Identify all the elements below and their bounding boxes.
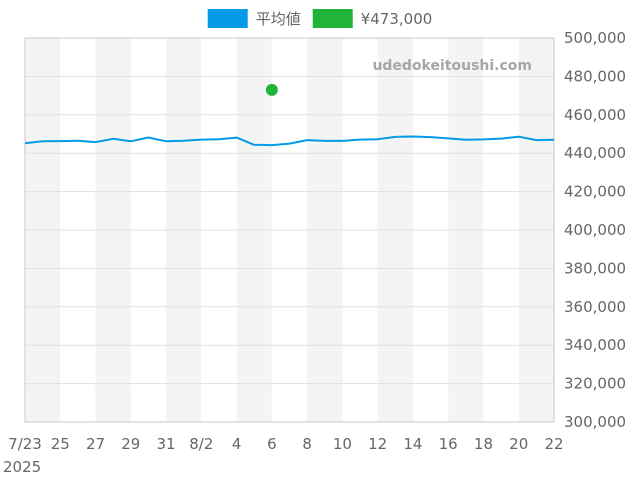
x-tick-label: 25 <box>51 435 70 453</box>
y-tick-label: 300,000 <box>564 413 626 431</box>
y-tick-label: 380,000 <box>564 259 626 277</box>
y-tick-label: 500,000 <box>564 29 626 47</box>
x-axis-year-label: 2025 <box>3 458 41 476</box>
legend: 平均値 ¥473,000 <box>207 9 433 28</box>
x-tick-label: 16 <box>439 435 458 453</box>
y-axis-tick-labels: 500,000 480,000 460,000 440,000 420,000 400,0… <box>564 29 626 431</box>
legend-label: 平均値 <box>256 10 301 28</box>
y-tick-label: 420,000 <box>564 183 626 201</box>
legend-swatch <box>207 9 248 28</box>
plot-frame <box>24 37 555 423</box>
x-tick-label: 14 <box>403 435 422 453</box>
x-tick-label: 7/23 <box>8 435 42 453</box>
watermark: udedokeitoushi.com <box>372 58 532 74</box>
x-tick-label: 27 <box>86 435 105 453</box>
x-tick-label: 6 <box>267 435 277 453</box>
y-tick-label: 480,000 <box>564 67 626 85</box>
y-tick-label: 320,000 <box>564 375 626 393</box>
x-tick-label: 12 <box>368 435 387 453</box>
x-tick-label: 4 <box>232 435 242 453</box>
y-tick-label: 460,000 <box>564 106 626 124</box>
legend-swatch <box>312 9 353 28</box>
x-tick-label: 31 <box>157 435 176 453</box>
listing-price-point <box>265 83 278 96</box>
y-tick-label: 360,000 <box>564 298 626 316</box>
x-tick-label: 29 <box>121 435 140 453</box>
y-tick-label: 440,000 <box>564 144 626 162</box>
x-tick-label: 8/2 <box>189 435 213 453</box>
x-tick-label: 22 <box>544 435 563 453</box>
average-price-line <box>24 135 555 147</box>
x-axis-tick-labels: 7/23 25 27 29 31 8/2 4 6 8 10 12 14 16 18 20 22 <box>8 435 563 453</box>
y-tick-label: 340,000 <box>564 336 626 354</box>
y-tick-label: 400,000 <box>564 221 626 239</box>
series-layer <box>24 83 555 147</box>
x-tick-label: 20 <box>509 435 528 453</box>
x-tick-label: 10 <box>333 435 352 453</box>
legend-label: ¥473,000 <box>361 10 433 28</box>
x-tick-label: 8 <box>302 435 312 453</box>
x-tick-label: 18 <box>474 435 493 453</box>
